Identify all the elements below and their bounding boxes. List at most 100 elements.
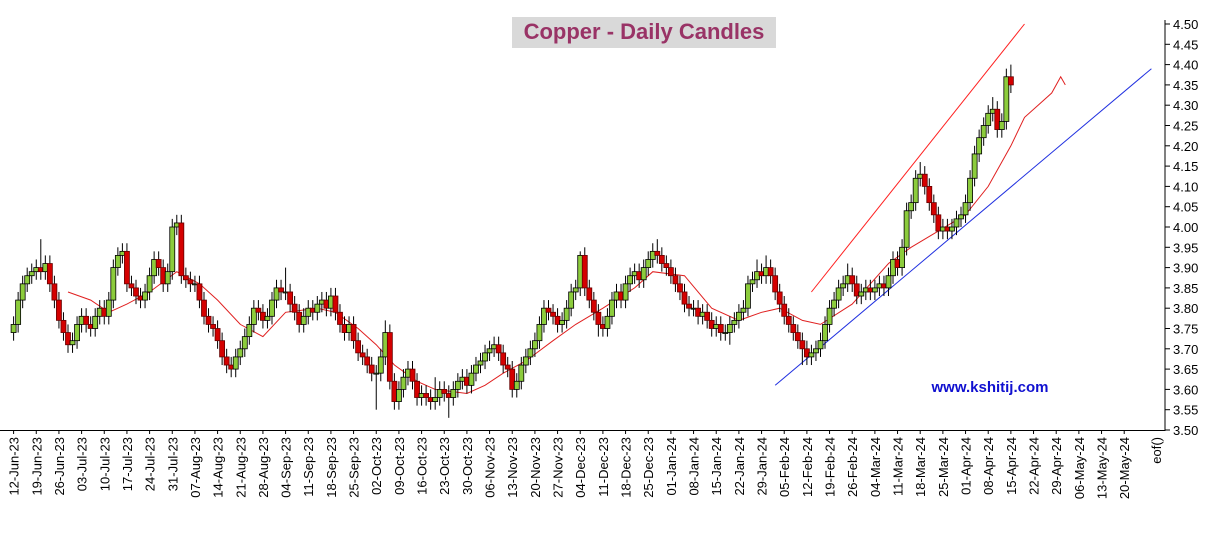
- candle-body: [799, 340, 806, 350]
- x-tick-label: 26-Jun-23: [52, 437, 67, 496]
- candle-body: [835, 287, 842, 301]
- candle-body: [958, 214, 964, 220]
- axes: 3.50 3.55 3.60 3.65 3.70 3.75 3.80 3.85 3.90 3.95…: [7, 17, 1199, 499]
- candle-body: [740, 307, 747, 313]
- candle-body: [504, 364, 511, 370]
- candle-body: [976, 137, 983, 155]
- candle-body: [500, 352, 507, 366]
- candle-body: [726, 324, 733, 333]
- x-tick-label: 13-Nov-23: [505, 437, 520, 498]
- x-tick-label: 09-Oct-23: [392, 437, 407, 495]
- candle-body: [187, 279, 194, 285]
- candle-body: [509, 368, 516, 390]
- candle-body: [332, 295, 339, 313]
- x-tick-label: 04-Sep-23: [279, 437, 294, 498]
- candle-body: [486, 348, 493, 354]
- x-tick-label: 15-Jan-24: [709, 437, 724, 496]
- candle-body: [386, 332, 393, 382]
- candle-body: [133, 287, 139, 297]
- candle-body: [164, 271, 171, 285]
- candle-body: [686, 303, 692, 309]
- x-tick-label: 22-Jan-24: [732, 437, 747, 496]
- x-tick-label: 22-Apr-24: [1027, 437, 1042, 495]
- y-tick-label: 4.10: [1173, 179, 1198, 194]
- candle-body: [858, 291, 865, 297]
- candle-body: [377, 356, 384, 374]
- x-tick-label: 21-Aug-23: [233, 437, 248, 498]
- candle-body: [831, 299, 837, 309]
- annotation: www.kshitij.com: [931, 379, 1049, 396]
- y-tick-label: 4.35: [1173, 78, 1198, 93]
- candle-body: [817, 340, 824, 350]
- x-tick-label: 12-Jun-23: [7, 437, 22, 496]
- candle-body: [522, 356, 529, 366]
- y-tick-label: 3.85: [1173, 281, 1198, 296]
- candle-body: [300, 315, 307, 325]
- x-tick-label: 24-Jul-23: [143, 437, 158, 491]
- candle-body: [640, 267, 647, 281]
- candle-body: [454, 380, 461, 390]
- candle-body: [912, 177, 919, 204]
- candle-body: [581, 255, 588, 289]
- x-tick-label: 20-May-24: [1117, 437, 1132, 499]
- candle-body: [155, 259, 162, 269]
- x-tick-label: 19-Jun-23: [29, 437, 44, 496]
- candle-body: [672, 275, 679, 285]
- candle-body: [210, 324, 216, 329]
- candle-body: [677, 283, 683, 293]
- candle-body: [627, 275, 633, 285]
- candle-body: [110, 267, 117, 301]
- candle-body: [51, 283, 58, 301]
- candle-body: [214, 328, 221, 342]
- candle-body: [568, 291, 575, 309]
- candle-body: [772, 275, 779, 293]
- x-tick-label: 11-Dec-23: [596, 437, 611, 497]
- x-tick-label: 25-Sep-23: [347, 437, 362, 498]
- candle-body: [273, 287, 280, 301]
- candle-body: [541, 307, 547, 325]
- x-tick-label: 18-Sep-23: [324, 437, 339, 498]
- y-tick-label: 3.70: [1173, 342, 1198, 357]
- y-tick-label: 3.65: [1173, 362, 1198, 377]
- candle-body: [586, 287, 593, 301]
- candle-body: [473, 364, 479, 374]
- x-tick-label: 17-Jul-23: [120, 437, 135, 491]
- candle-body: [56, 299, 62, 321]
- candle-body: [949, 226, 955, 232]
- candle-body: [731, 319, 738, 325]
- candle-body: [985, 112, 992, 126]
- candle-body: [663, 263, 670, 269]
- candle-body: [250, 307, 257, 325]
- candle-body: [400, 376, 407, 390]
- x-tick-label: 20-Nov-23: [528, 437, 543, 498]
- x-tick-label: 11-Mar-24: [891, 437, 906, 496]
- candle-body: [717, 324, 724, 333]
- candle-body: [337, 311, 343, 325]
- candle-body: [745, 283, 751, 309]
- y-tick-label: 4.50: [1173, 17, 1198, 32]
- candle-body: [785, 315, 792, 325]
- candle-body: [368, 364, 375, 374]
- candle-body: [205, 315, 212, 325]
- x-tick-label: 15-Apr-24: [1004, 437, 1019, 495]
- candle-body: [622, 283, 629, 301]
- candle-body: [853, 283, 860, 297]
- candle-body: [182, 275, 189, 281]
- x-tick-label: 18-Dec-23: [619, 437, 634, 498]
- y-tick-label: 3.95: [1173, 240, 1198, 255]
- candle-body: [19, 283, 26, 301]
- candle-body: [291, 303, 298, 313]
- x-tick-label: 29-Jan-24: [755, 437, 770, 496]
- candle-body: [781, 303, 788, 317]
- candle-body: [241, 336, 248, 350]
- candle-body: [423, 393, 430, 398]
- x-tick-label: 13-May-24: [1095, 437, 1110, 499]
- candle-body: [450, 388, 457, 398]
- candle-body: [178, 222, 185, 277]
- candle-body: [930, 202, 937, 216]
- candle-body: [201, 299, 207, 317]
- candle-body: [124, 250, 130, 285]
- candle-body: [994, 108, 1001, 130]
- candle-body: [921, 173, 928, 187]
